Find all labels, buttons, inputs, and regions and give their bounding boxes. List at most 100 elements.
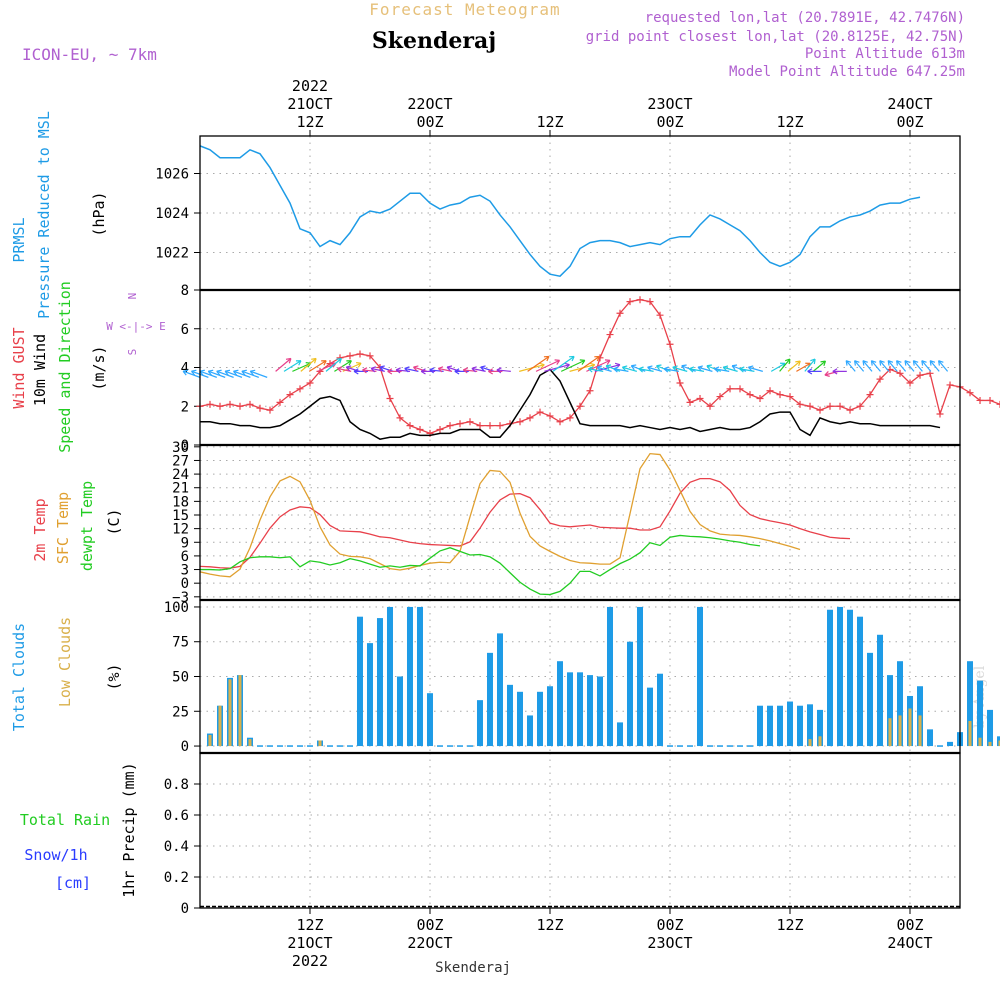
precip-panel-labels: Total Rain Snow/1h [cm] 1hr Precip (mm) — [20, 762, 138, 897]
wind-direction-arrow — [912, 360, 923, 372]
wind-direction-arrowhead — [605, 364, 612, 371]
wind-direction-arrowhead — [604, 359, 611, 365]
wind-direction-arrow — [224, 370, 243, 378]
wind-direction-arrow — [233, 370, 251, 378]
wind-direction-arrowhead — [621, 365, 628, 372]
y-tick-label: 6 — [181, 549, 189, 565]
wind-direction-arrowhead — [471, 366, 477, 373]
wind-direction-arrow — [870, 360, 881, 372]
wind-gust-marker — [516, 418, 524, 426]
wind-direction-arrow — [241, 370, 260, 378]
wind-direction-arrowhead — [638, 366, 644, 373]
wind-gust-marker — [976, 396, 984, 404]
low-cloud-bar — [818, 736, 822, 747]
y-tick-label: 8 — [181, 283, 189, 299]
wind-direction-arrowhead — [420, 368, 426, 375]
wind-direction-arrowhead — [311, 357, 317, 364]
wind-direction-arrowhead — [336, 357, 342, 364]
wind-direction-arrow — [887, 360, 898, 372]
wind-direction-arrow — [921, 360, 932, 372]
y-tick-label: 4 — [181, 361, 189, 377]
total-cloud-bar — [997, 736, 1000, 747]
wind-gust-marker — [386, 395, 394, 402]
wind-direction-arrowhead — [224, 369, 231, 376]
wind-gust-marker — [736, 385, 744, 393]
low-cloud-bar — [808, 739, 812, 747]
wind-direction-arrow — [672, 366, 688, 372]
wind-gust-marker — [796, 400, 804, 408]
wind-direction-arrowhead — [714, 366, 720, 373]
low-cloud-bar — [968, 721, 972, 747]
total-cloud-bar — [857, 616, 864, 747]
wind-direction-arrowhead — [681, 364, 687, 371]
y-tick-label: 24 — [172, 467, 189, 483]
wind-direction-arrow — [588, 368, 604, 372]
temp-dewpt-line — [200, 534, 761, 596]
bottom-time-label: 00Z — [896, 916, 923, 934]
wind-direction-arrow — [723, 366, 738, 372]
wind-gust-marker — [966, 389, 974, 397]
precip-unit: 1hr Precip (mm) — [120, 762, 138, 897]
wind-direction-arrowhead — [488, 368, 494, 375]
total-cloud-bar — [757, 705, 764, 747]
temp-label-dewpt: dewpt Temp — [78, 481, 96, 571]
wind-gust-marker — [876, 375, 884, 383]
wind-direction-arrowhead — [370, 366, 377, 373]
total-cloud-bar — [777, 705, 784, 747]
wind-direction-arrow — [208, 370, 226, 378]
total-cloud-bar — [927, 729, 934, 747]
total-cloud-bar — [636, 606, 643, 747]
total-cloud-bar — [406, 606, 413, 747]
wind-direction-arrowhead — [722, 365, 729, 372]
wind-gust-marker — [446, 422, 454, 430]
wind-gust-marker — [416, 426, 424, 433]
wind-direction-arrowhead — [588, 366, 594, 373]
wind-gust-marker — [716, 393, 724, 401]
pressure-panel-frame — [199, 135, 961, 291]
wind-direction-arrowhead — [395, 367, 401, 374]
y-tick-label: 75 — [172, 635, 189, 651]
total-cloud-bar — [566, 672, 573, 747]
wind-direction-arrowhead — [429, 367, 435, 374]
wind-direction-arrow — [689, 368, 705, 372]
wind-direction-arrowhead — [887, 360, 894, 366]
total-cloud-bar — [516, 691, 523, 747]
y-tick-label: 6 — [181, 322, 189, 338]
top-time-label: 12Z — [296, 113, 323, 131]
total-cloud-bar — [376, 618, 383, 747]
wind-direction-arrowhead — [747, 365, 754, 372]
total-cloud-bar — [366, 643, 373, 747]
wind-direction-arrowhead — [554, 359, 561, 365]
total-cloud-bar — [877, 634, 884, 747]
wind-direction-arrow — [480, 366, 495, 372]
wind-direction-arrowhead — [832, 368, 838, 375]
total-cloud-bar — [867, 652, 874, 747]
wind-gust-marker — [216, 402, 224, 410]
wind-direction-arrowhead — [688, 366, 695, 373]
y-tick-label: 0 — [181, 438, 189, 454]
wind-direction-arrowhead — [854, 360, 860, 366]
wind-direction-arrowhead — [904, 360, 910, 366]
total-cloud-bar — [646, 687, 653, 747]
wind-direction-arrow — [697, 366, 713, 372]
wind-panel-labels: Wind GUST 10m Wind Speed and Direction (… — [10, 281, 166, 453]
total-cloud-bar — [546, 686, 553, 747]
wind-direction-arrow — [938, 360, 949, 372]
top-date-label: 22OCT — [407, 95, 452, 113]
wind-direction-arrow — [605, 365, 621, 372]
wind-direction-arrow — [292, 362, 311, 372]
bottom-time-label: 00Z — [656, 916, 683, 934]
cloud-unit: (%) — [105, 663, 123, 690]
wind-gust-marker — [686, 398, 694, 406]
wind-label-gust: Wind GUST — [10, 327, 28, 408]
wind-direction-arrowhead — [539, 362, 545, 369]
grid-point-coords: grid point closest lon,lat (20.8125E, 42… — [586, 29, 965, 45]
wind-direction-arrowhead — [496, 367, 502, 374]
top-time-label: 00Z — [656, 113, 683, 131]
wind-gust-marker — [776, 391, 784, 399]
wind-direction-arrow — [446, 366, 461, 372]
low-cloud-bar — [888, 718, 892, 747]
y-tick-label: −3 — [172, 590, 189, 606]
wind-direction-arrowhead — [594, 355, 600, 362]
wind-gust-marker — [366, 352, 374, 360]
